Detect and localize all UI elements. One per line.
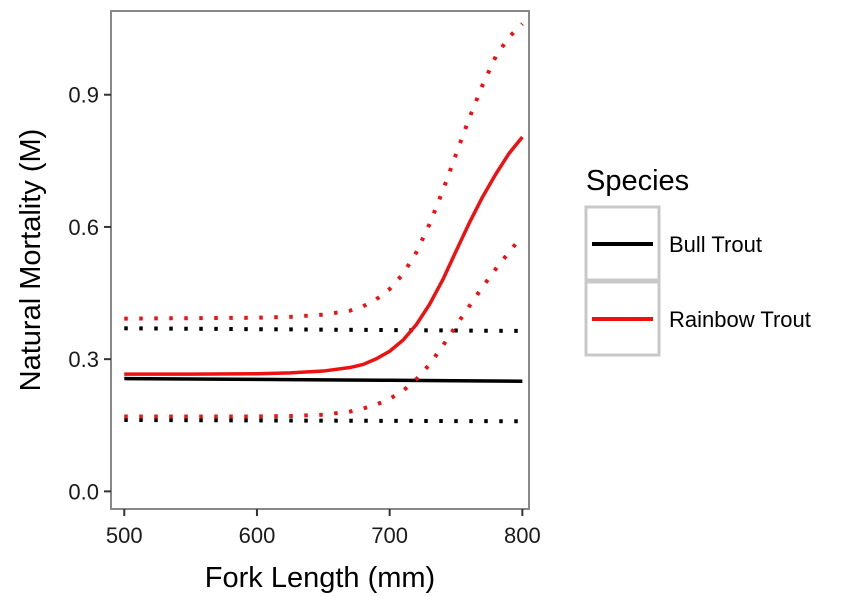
legend-title: Species — [586, 165, 689, 197]
y-tick-label: 0.3 — [68, 347, 99, 372]
legend-item-bull-trout: Bull Trout — [584, 205, 762, 282]
plot-panel — [110, 10, 530, 510]
x-tick-label: 500 — [106, 523, 143, 548]
x-tick-label: 800 — [504, 523, 541, 548]
x-tick-label: 600 — [239, 523, 276, 548]
rainbow-trout-upper-bound — [124, 22, 524, 321]
y-tick-label: 0.6 — [68, 215, 99, 240]
x-tick-label: 700 — [371, 523, 408, 548]
legend-label: Bull Trout — [669, 232, 762, 257]
y-axis-title: Natural Mortality (M) — [15, 129, 47, 392]
rainbow-trout-lower-bound — [124, 234, 524, 419]
bull-trout-lower-bound — [124, 417, 523, 424]
x-axis-title: Fork Length (mm) — [205, 562, 435, 594]
series-bull-trout — [124, 326, 523, 424]
bull-trout-upper-bound — [124, 326, 523, 333]
rainbow-trout-line — [124, 135, 524, 376]
legend-keys: Bull Trout Rainbow Trout — [584, 205, 811, 357]
axis-layer: 500 600 700 800 0.0 0.3 0.6 0.9 — [68, 83, 540, 548]
y-tick-label: 0.9 — [68, 83, 99, 108]
legend-label: Rainbow Trout — [669, 307, 811, 332]
series-rainbow-trout — [124, 22, 524, 419]
y-tick-label: 0.0 — [68, 479, 99, 504]
legend: Species Bull Trout Rainbow Trout — [584, 165, 811, 357]
series-layer — [124, 22, 524, 424]
bull-trout-line — [124, 376, 523, 383]
legend-item-rainbow-trout: Rainbow Trout — [584, 280, 811, 357]
